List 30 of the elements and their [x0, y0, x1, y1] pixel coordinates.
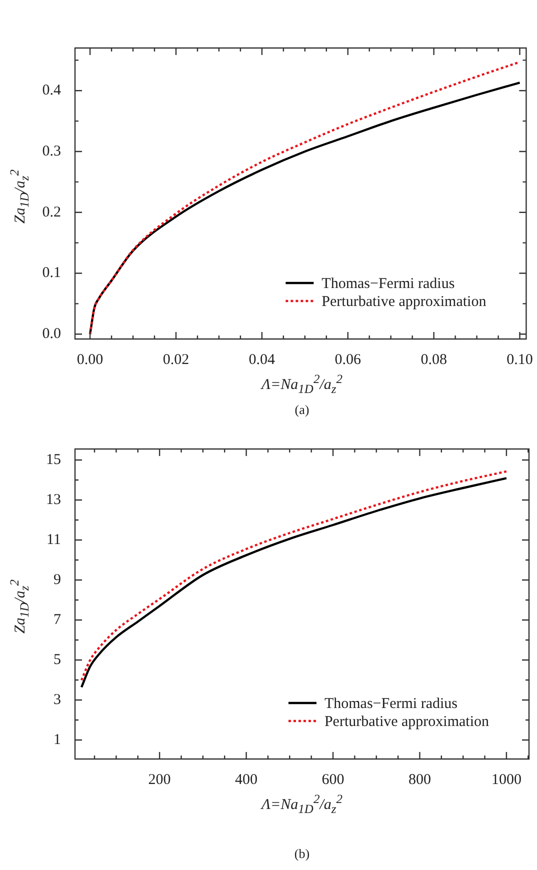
x-tick-label: 400: [235, 772, 258, 788]
y-tick-label: 0.4: [42, 82, 62, 99]
legend-label: Perturbative approximation: [322, 294, 487, 310]
x-tick-label: 0.02: [162, 352, 190, 368]
y-tick-label: 0.0: [42, 326, 61, 342]
y-tick-label: 13: [46, 492, 61, 508]
y-tick-label: 0.2: [42, 204, 61, 220]
y-tick-label: 7: [54, 612, 62, 628]
legend-label: Thomas−Fermi radius: [324, 696, 458, 712]
legend-label: Perturbative approximation: [324, 714, 490, 730]
x-tick-label: 0.08: [420, 352, 447, 368]
text: (a): [294, 402, 310, 418]
x-tick-label: 600: [322, 772, 344, 788]
y-tick-label: 0.1: [42, 265, 61, 282]
x-tick-label: 200: [148, 772, 171, 788]
x-tick-label: 0.04: [248, 352, 276, 368]
y-tick-label: 9: [54, 572, 61, 588]
x-tick-label: 1000: [491, 772, 522, 788]
text: (b): [293, 846, 311, 862]
y-tick-label: 5: [54, 652, 61, 668]
y-tick-label: 3: [54, 692, 61, 708]
y-tick-label: 1: [54, 732, 61, 748]
x-tick-label: 0.10: [506, 352, 533, 368]
x-tick-label: 0.06: [334, 352, 362, 368]
x-tick-label: 0.00: [76, 352, 104, 368]
y-tick-label: 15: [46, 452, 61, 468]
x-tick-label: 800: [408, 772, 431, 788]
legend-label: Thomas−Fermi radius: [322, 276, 455, 292]
y-tick-label: 11: [46, 532, 61, 548]
y-tick-label: 0.3: [42, 143, 61, 160]
